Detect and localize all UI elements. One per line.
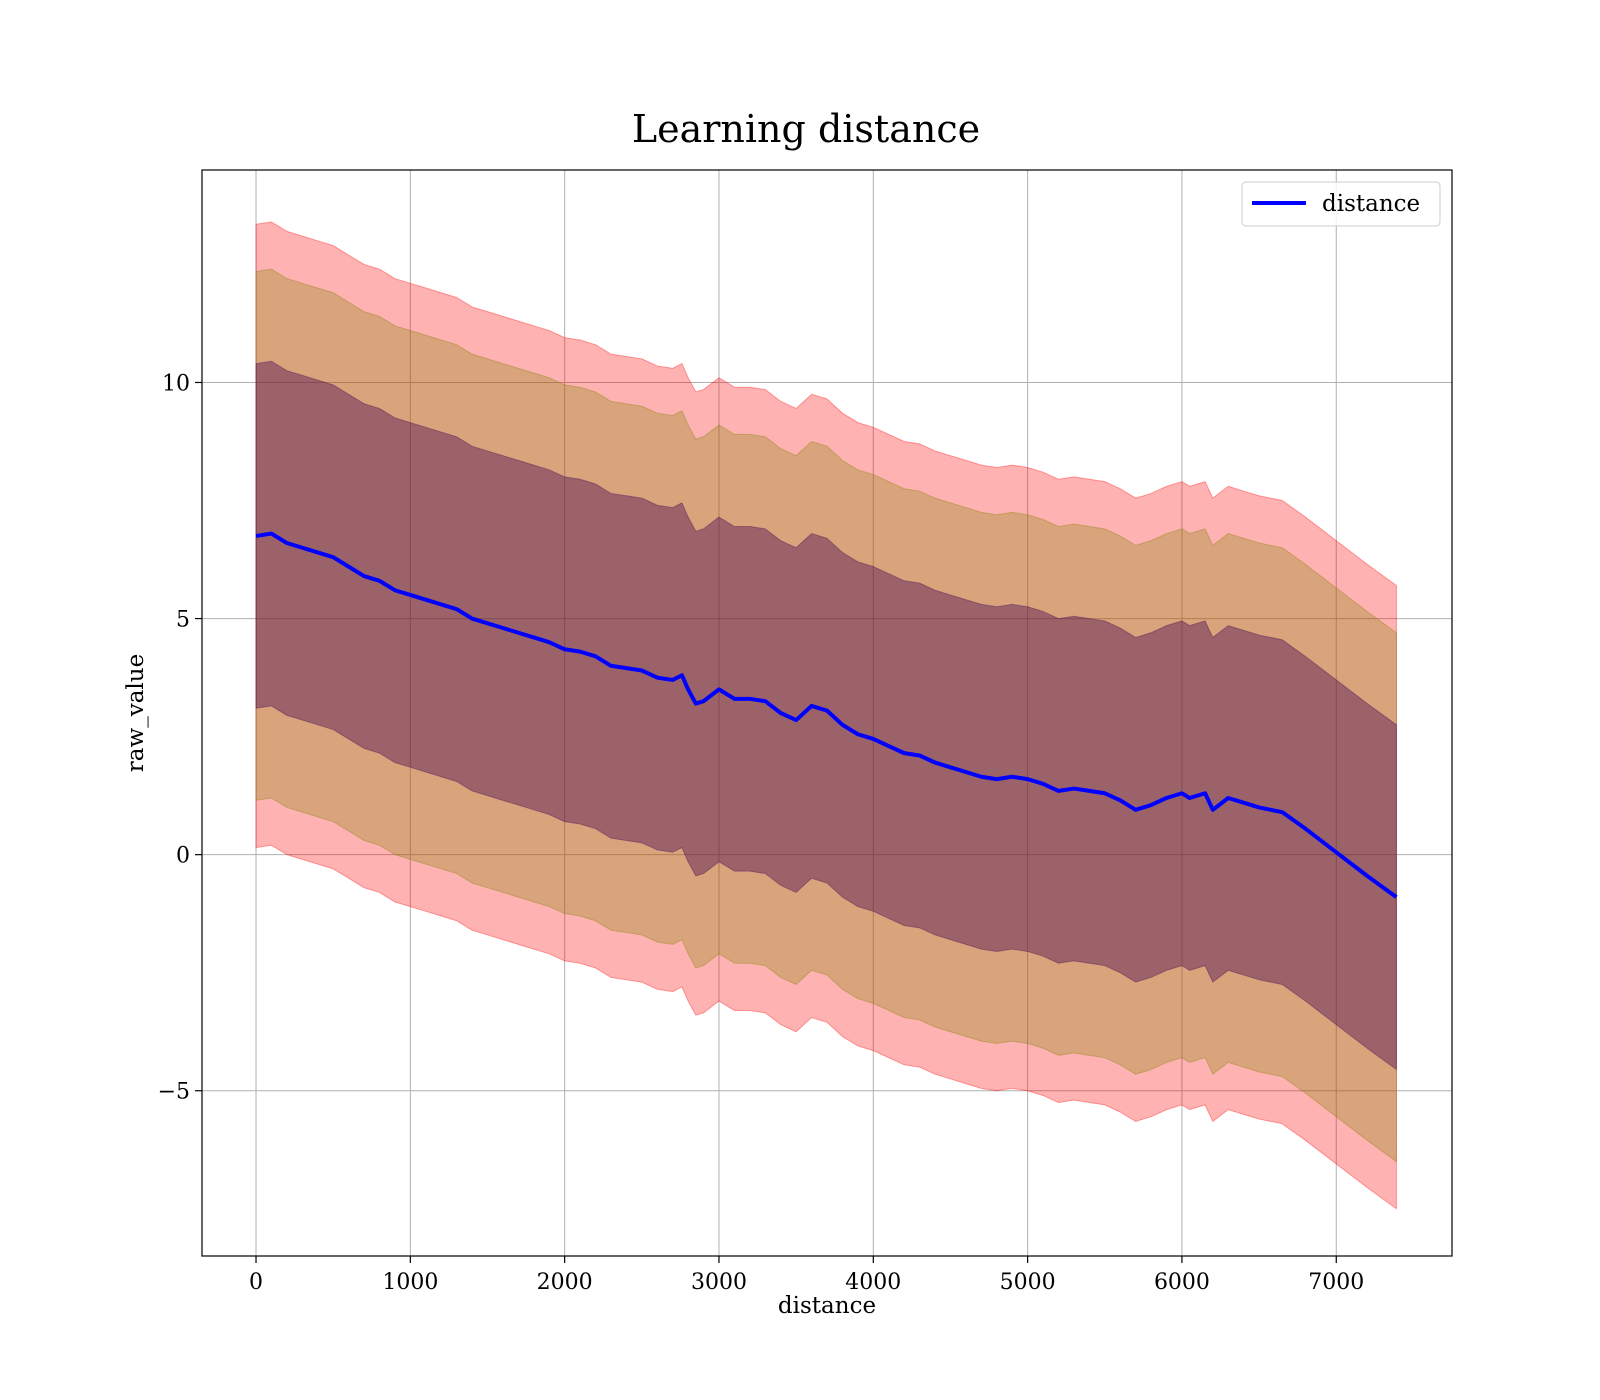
legend[interactable]: distance bbox=[1241, 181, 1441, 227]
x-tick-label: 1000 bbox=[382, 1270, 438, 1295]
series-line-distance bbox=[255, 531, 1398, 899]
plot-frame bbox=[201, 169, 1453, 1257]
legend-box bbox=[1241, 181, 1441, 227]
x-tick-label: 7000 bbox=[1308, 1270, 1364, 1295]
series-lines bbox=[255, 531, 1398, 899]
legend-label-distance: distance bbox=[1322, 191, 1420, 217]
chart-title: Learning distance bbox=[632, 107, 980, 151]
y-tick-label: −5 bbox=[158, 1080, 190, 1105]
band_outer bbox=[255, 221, 1397, 1210]
bands bbox=[255, 221, 1397, 1210]
y-axis-title: raw_value bbox=[123, 654, 149, 772]
grid bbox=[202, 170, 1452, 1256]
y-tick-label: 10 bbox=[162, 371, 190, 396]
x-tick-label: 3000 bbox=[691, 1270, 747, 1295]
y-tick-label: 0 bbox=[176, 844, 190, 869]
band_middle bbox=[255, 268, 1397, 1163]
y-axis: −5 0 5 10 bbox=[158, 371, 202, 1105]
x-axis-title: distance bbox=[778, 1293, 876, 1319]
band_inner bbox=[255, 360, 1397, 1071]
x-axis: 0 1000 2000 3000 4000 5000 6000 7000 bbox=[249, 1256, 1364, 1295]
x-tick-label: 5000 bbox=[1000, 1270, 1056, 1295]
y-tick-label: 5 bbox=[176, 608, 190, 633]
x-tick-label: 2000 bbox=[537, 1270, 593, 1295]
x-tick-label: 6000 bbox=[1154, 1270, 1210, 1295]
x-tick-label: 0 bbox=[249, 1270, 263, 1295]
x-tick-label: 4000 bbox=[845, 1270, 901, 1295]
